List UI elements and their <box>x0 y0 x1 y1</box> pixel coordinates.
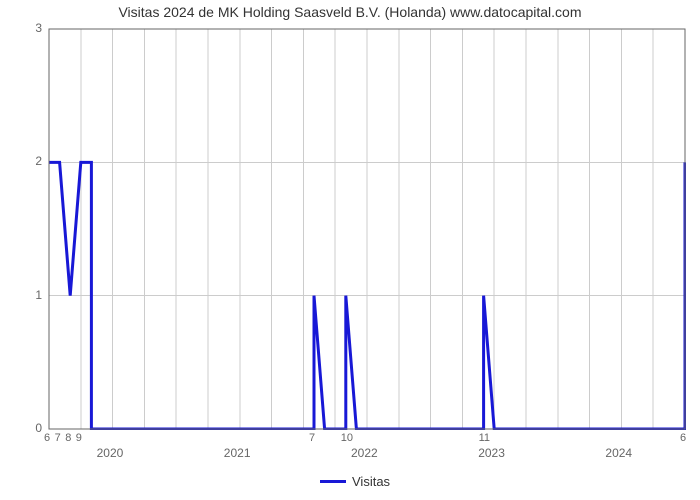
x-point-label: 11 <box>479 432 490 444</box>
grid <box>49 29 685 429</box>
x-point-label: 8 <box>65 432 71 444</box>
x-point-label: 10 <box>341 432 353 444</box>
x-year-label: 2022 <box>351 446 378 460</box>
x-point-label: 7 <box>55 432 61 444</box>
y-tick-label: 0 <box>35 421 42 435</box>
x-year-label: 2021 <box>224 446 251 460</box>
x-year-label: 2020 <box>97 446 124 460</box>
y-tick-label: 3 <box>35 21 42 35</box>
legend-label: Visitas <box>352 474 390 489</box>
chart-title: Visitas 2024 de MK Holding Saasveld B.V.… <box>0 4 700 20</box>
legend: Visitas <box>320 474 390 489</box>
x-point-label: 9 <box>76 432 82 444</box>
x-year-label: 2024 <box>605 446 632 460</box>
y-tick-label: 1 <box>35 288 42 302</box>
x-point-label: 6 <box>680 432 686 444</box>
legend-swatch <box>320 480 346 483</box>
chart-plot <box>48 28 686 430</box>
y-tick-label: 2 <box>35 154 42 168</box>
x-point-label: 6 <box>44 432 50 444</box>
x-year-label: 2023 <box>478 446 505 460</box>
x-point-label: 7 <box>309 432 315 444</box>
